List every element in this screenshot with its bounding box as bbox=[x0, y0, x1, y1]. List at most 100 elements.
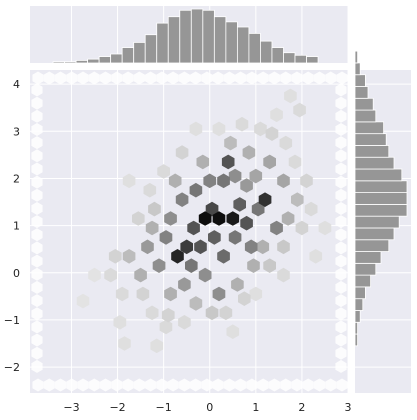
top-histogram-bar bbox=[190, 8, 204, 64]
hexbin-cell bbox=[277, 239, 290, 255]
empty-hex-border bbox=[235, 378, 247, 392]
hexbin-cell bbox=[88, 267, 101, 283]
empty-hex-border bbox=[31, 320, 43, 334]
empty-hex-border bbox=[335, 294, 347, 308]
empty-hex-border bbox=[54, 378, 67, 392]
hexbin-cell bbox=[159, 230, 173, 245]
hexbin-cell bbox=[141, 239, 154, 255]
empty-hex-border bbox=[201, 71, 213, 85]
hexbin-cell bbox=[288, 154, 302, 170]
right-histogram-bar bbox=[354, 215, 400, 229]
hexbin-cell bbox=[254, 121, 267, 137]
x-axis-ticks: −3 −2 −1 0 1 2 3 bbox=[63, 401, 351, 414]
hexbin-cell bbox=[175, 192, 189, 207]
empty-hex-border bbox=[31, 202, 43, 215]
hexbin-cell bbox=[164, 286, 177, 302]
empty-hex-border bbox=[212, 71, 224, 85]
empty-hex-border bbox=[335, 109, 347, 123]
y-tick-label: 3 bbox=[13, 125, 20, 138]
hexbin-cell bbox=[143, 182, 157, 198]
empty-hex-border bbox=[336, 378, 348, 392]
empty-hex-border bbox=[201, 378, 213, 392]
empty-hex-border bbox=[235, 71, 247, 85]
top-histogram-bar bbox=[110, 53, 123, 64]
hexbin-cell bbox=[175, 145, 189, 160]
hexbin-cell bbox=[152, 258, 166, 273]
hexbin-cell bbox=[235, 116, 249, 132]
hexbin-cell bbox=[136, 286, 150, 302]
empty-hex-border bbox=[31, 188, 43, 202]
x-tick-label: 2 bbox=[298, 401, 305, 414]
empty-hex-border bbox=[32, 378, 44, 392]
hexbin-cell bbox=[212, 286, 226, 302]
hexbin-cell bbox=[256, 239, 270, 255]
hexbin-cell bbox=[148, 201, 161, 217]
hexbin-cell bbox=[196, 154, 210, 170]
y-tick-label: 2 bbox=[13, 172, 20, 185]
hexbin-cell bbox=[300, 173, 313, 189]
empty-hex-border bbox=[302, 378, 314, 392]
right-histogram-bar bbox=[354, 310, 361, 323]
empty-hex-border bbox=[54, 71, 67, 85]
hexbin-cell bbox=[178, 315, 191, 330]
empty-hex-border bbox=[257, 378, 269, 392]
top-marginal-histogram bbox=[30, 6, 349, 64]
empty-hex-border bbox=[31, 228, 43, 242]
empty-hex-border bbox=[335, 241, 347, 255]
empty-hex-border bbox=[32, 71, 44, 85]
empty-hex-border bbox=[88, 71, 100, 85]
empty-hex-border bbox=[156, 71, 168, 85]
hexbin-cell bbox=[249, 168, 263, 184]
top-histogram-bar bbox=[156, 22, 169, 64]
empty-hex-border bbox=[31, 149, 43, 163]
empty-hex-border bbox=[268, 71, 281, 85]
hexbin-cell bbox=[134, 267, 147, 283]
empty-hex-border bbox=[31, 123, 43, 136]
hexbin-cell bbox=[217, 249, 230, 264]
hexbin-cell bbox=[180, 239, 193, 255]
hexbin-cell bbox=[228, 230, 242, 245]
empty-hex-border bbox=[190, 378, 202, 392]
hexbin-cell bbox=[224, 135, 237, 151]
hexbin-cell bbox=[231, 277, 244, 292]
hexbin-cell bbox=[104, 267, 117, 283]
hexbin-cell bbox=[205, 201, 219, 217]
hexbin-cell bbox=[159, 319, 173, 335]
right-marginal-histogram bbox=[354, 50, 411, 393]
empty-hex-border bbox=[335, 333, 347, 347]
hexbin-cell bbox=[226, 324, 240, 339]
hexbin-cell bbox=[118, 336, 131, 351]
empty-hex-border bbox=[167, 378, 179, 392]
empty-hex-border bbox=[335, 254, 347, 268]
empty-hex-border bbox=[31, 109, 43, 123]
empty-hex-border bbox=[31, 241, 43, 255]
empty-hex-border bbox=[31, 267, 43, 281]
empty-hex-border bbox=[302, 71, 314, 85]
top-histogram-bar bbox=[64, 61, 77, 64]
hexbin-cell bbox=[150, 338, 164, 354]
right-histogram-bar bbox=[354, 262, 377, 276]
hexbin-cell bbox=[132, 211, 145, 226]
empty-hex-border bbox=[31, 359, 43, 373]
empty-hex-border bbox=[280, 378, 292, 392]
top-histogram-bar bbox=[271, 47, 284, 64]
hexbin-cell bbox=[263, 258, 276, 273]
right-histogram-bar bbox=[354, 321, 358, 335]
empty-hex-border bbox=[122, 378, 134, 392]
empty-hex-border bbox=[145, 71, 157, 85]
empty-hex-border bbox=[178, 71, 190, 85]
empty-hex-border bbox=[335, 96, 347, 110]
empty-hex-border bbox=[291, 71, 303, 85]
empty-hex-border bbox=[257, 71, 269, 85]
hexbin-cell bbox=[279, 135, 293, 151]
x-tick-label: 0 bbox=[206, 401, 213, 414]
empty-hex-border bbox=[31, 280, 43, 294]
empty-hex-border bbox=[178, 378, 190, 392]
x-tick-label: −3 bbox=[63, 401, 79, 414]
hexbin-cell bbox=[304, 201, 318, 217]
empty-hex-border bbox=[122, 71, 134, 85]
right-histogram-bar bbox=[354, 133, 387, 146]
hexbin-cell bbox=[309, 249, 323, 264]
top-histogram-bar bbox=[144, 34, 158, 64]
hexbin-cell bbox=[208, 230, 221, 245]
